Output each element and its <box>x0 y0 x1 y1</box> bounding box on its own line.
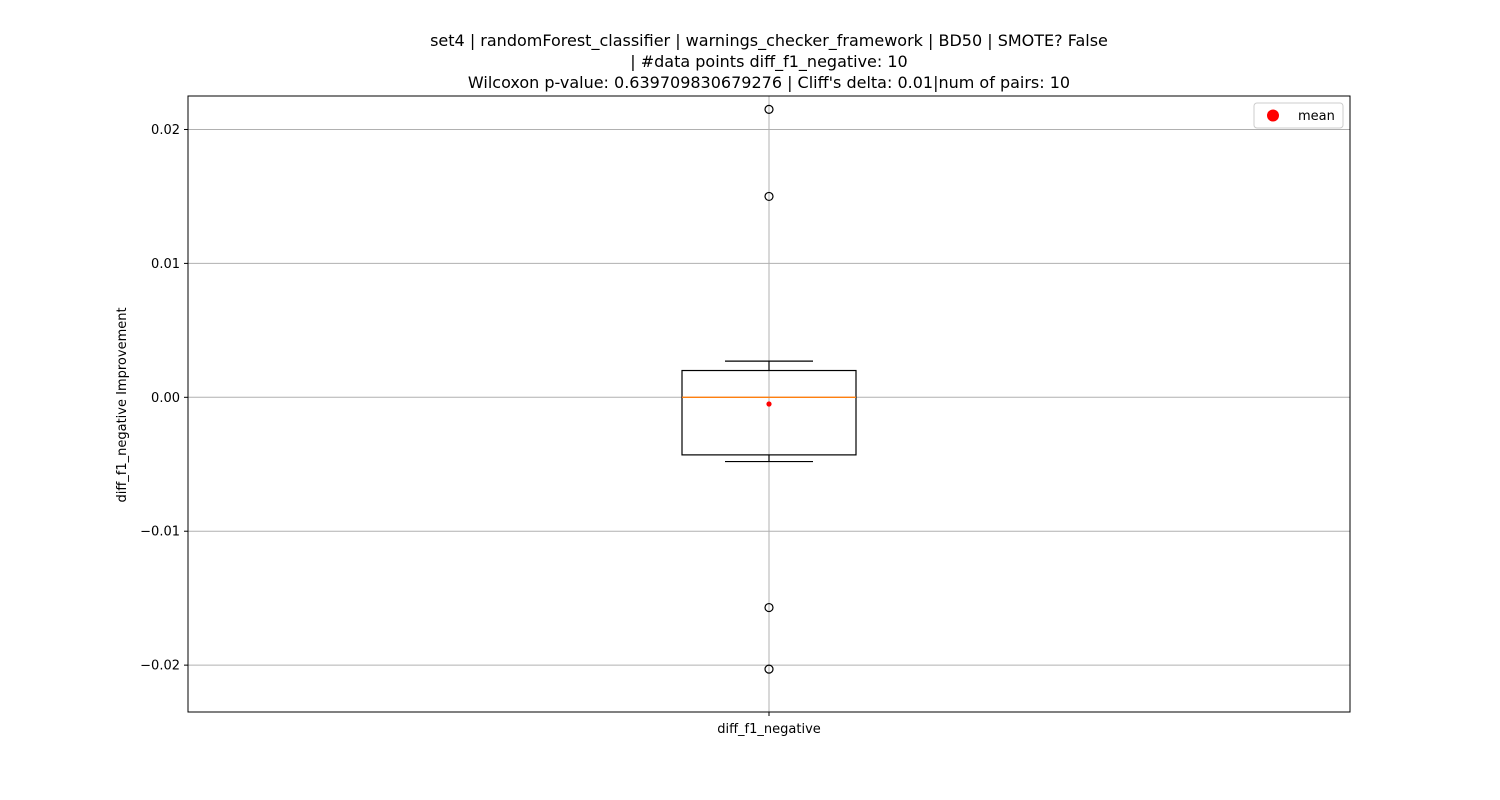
chart-title-line-3: Wilcoxon p-value: 0.639709830679276 | Cl… <box>467 73 1071 92</box>
chart-title-line-2: | #data points diff_f1_negative: 10 <box>630 52 908 71</box>
y-tick-label: 0.00 <box>151 391 180 406</box>
legend: mean <box>1253 102 1344 129</box>
y-tick-label: 0.01 <box>151 257 180 272</box>
chart-title-line-1: set4 | randomForest_classifier | warning… <box>430 31 1108 50</box>
outlier-point <box>764 104 774 114</box>
outlier-point <box>764 664 774 674</box>
legend-marker <box>1267 109 1279 122</box>
x-tick-label: diff_f1_negative <box>717 722 821 737</box>
outlier-point <box>764 602 774 613</box>
y-tick-label: 0.02 <box>151 123 180 138</box>
chart-title: set4 | randomForest_classifier | warning… <box>0 30 1500 93</box>
y-tick-label: −0.01 <box>140 525 180 540</box>
iqr-box <box>681 369 857 456</box>
y-tick-label: −0.02 <box>140 659 180 674</box>
box-plot <box>681 104 857 674</box>
legend-label: mean <box>1298 109 1335 124</box>
outlier-point <box>764 191 774 202</box>
legend-box <box>1253 102 1344 129</box>
y-axis-label: diff_f1_negative Improvement <box>115 307 130 502</box>
axes: −0.02 −0.01 0.00 0.01 0.02 diff_f1_negative <box>140 95 1351 737</box>
mean-marker <box>766 401 772 407</box>
